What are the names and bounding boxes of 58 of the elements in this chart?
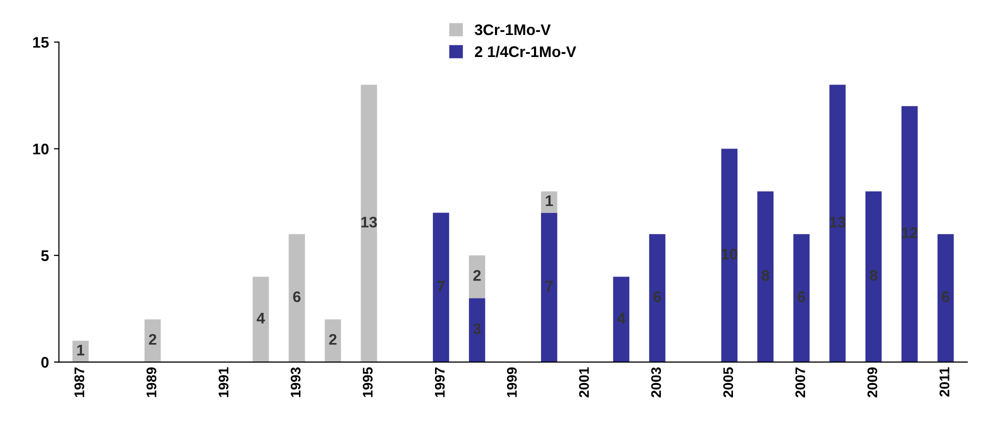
bar [432, 212, 450, 362]
bar [324, 319, 341, 362]
x-tick-label: 1991 [218, 367, 228, 397]
x-tick-label: 2011 [940, 367, 950, 397]
bar [829, 84, 846, 362]
data-label: 13 [361, 216, 377, 228]
data-label: 6 [942, 291, 950, 302]
bar [901, 106, 918, 362]
bar [721, 148, 738, 362]
bar [360, 84, 378, 362]
data-label: 4 [256, 312, 265, 324]
data-label: 7 [437, 280, 445, 292]
x-tick-label: 1997 [434, 368, 445, 397]
data-label: 4 [617, 312, 626, 324]
x-tick-label: 1999 [506, 367, 517, 397]
x-tick-label: 2003 [651, 367, 662, 398]
data-label: 2 [329, 334, 337, 345]
y-tick-label: 15 [33, 37, 49, 48]
data-label: 12 [902, 227, 918, 238]
bar [468, 298, 486, 362]
x-tick-label: 1995 [362, 367, 373, 397]
bar [468, 255, 486, 298]
data-label: 2 [473, 270, 481, 281]
y-tick-label: 5 [41, 250, 49, 262]
x-tick-label: 2007 [795, 368, 806, 398]
bar [793, 234, 810, 362]
bar [938, 234, 954, 362]
bar [649, 234, 666, 362]
data-label: 1 [77, 344, 84, 356]
bar [865, 191, 882, 362]
y-tick-label: 10 [33, 144, 49, 154]
x-tick-label: 1987 [74, 368, 84, 397]
x-tick-label: 2005 [723, 367, 734, 398]
data-label: 7 [546, 280, 553, 292]
x-tick-label: 2001 [579, 367, 589, 398]
data-label: 13 [830, 216, 846, 228]
bar [541, 191, 558, 213]
data-label: 1 [546, 196, 553, 206]
bar [252, 276, 269, 362]
data-label: 8 [870, 270, 878, 281]
data-label: 2 [148, 334, 156, 345]
bar [541, 212, 558, 362]
bar [613, 276, 630, 362]
data-label: 6 [293, 291, 301, 302]
data-label: 3 [473, 323, 481, 334]
data-label: 6 [798, 291, 806, 302]
legend-label: 2 1/4Cr-1Mo-V [474, 46, 576, 58]
bar [288, 234, 305, 362]
data-label: 10 [722, 248, 738, 260]
y-tick-label: 0 [41, 356, 49, 368]
data-label: 6 [654, 291, 661, 302]
x-tick-label: 1993 [290, 367, 301, 397]
x-tick-label: 1989 [146, 367, 156, 397]
bar [144, 319, 161, 362]
data-label: 8 [762, 270, 770, 281]
x-tick-label: 2009 [867, 367, 878, 398]
legend-label: 3Cr-1Mo-V [474, 24, 551, 36]
bar [757, 191, 774, 362]
